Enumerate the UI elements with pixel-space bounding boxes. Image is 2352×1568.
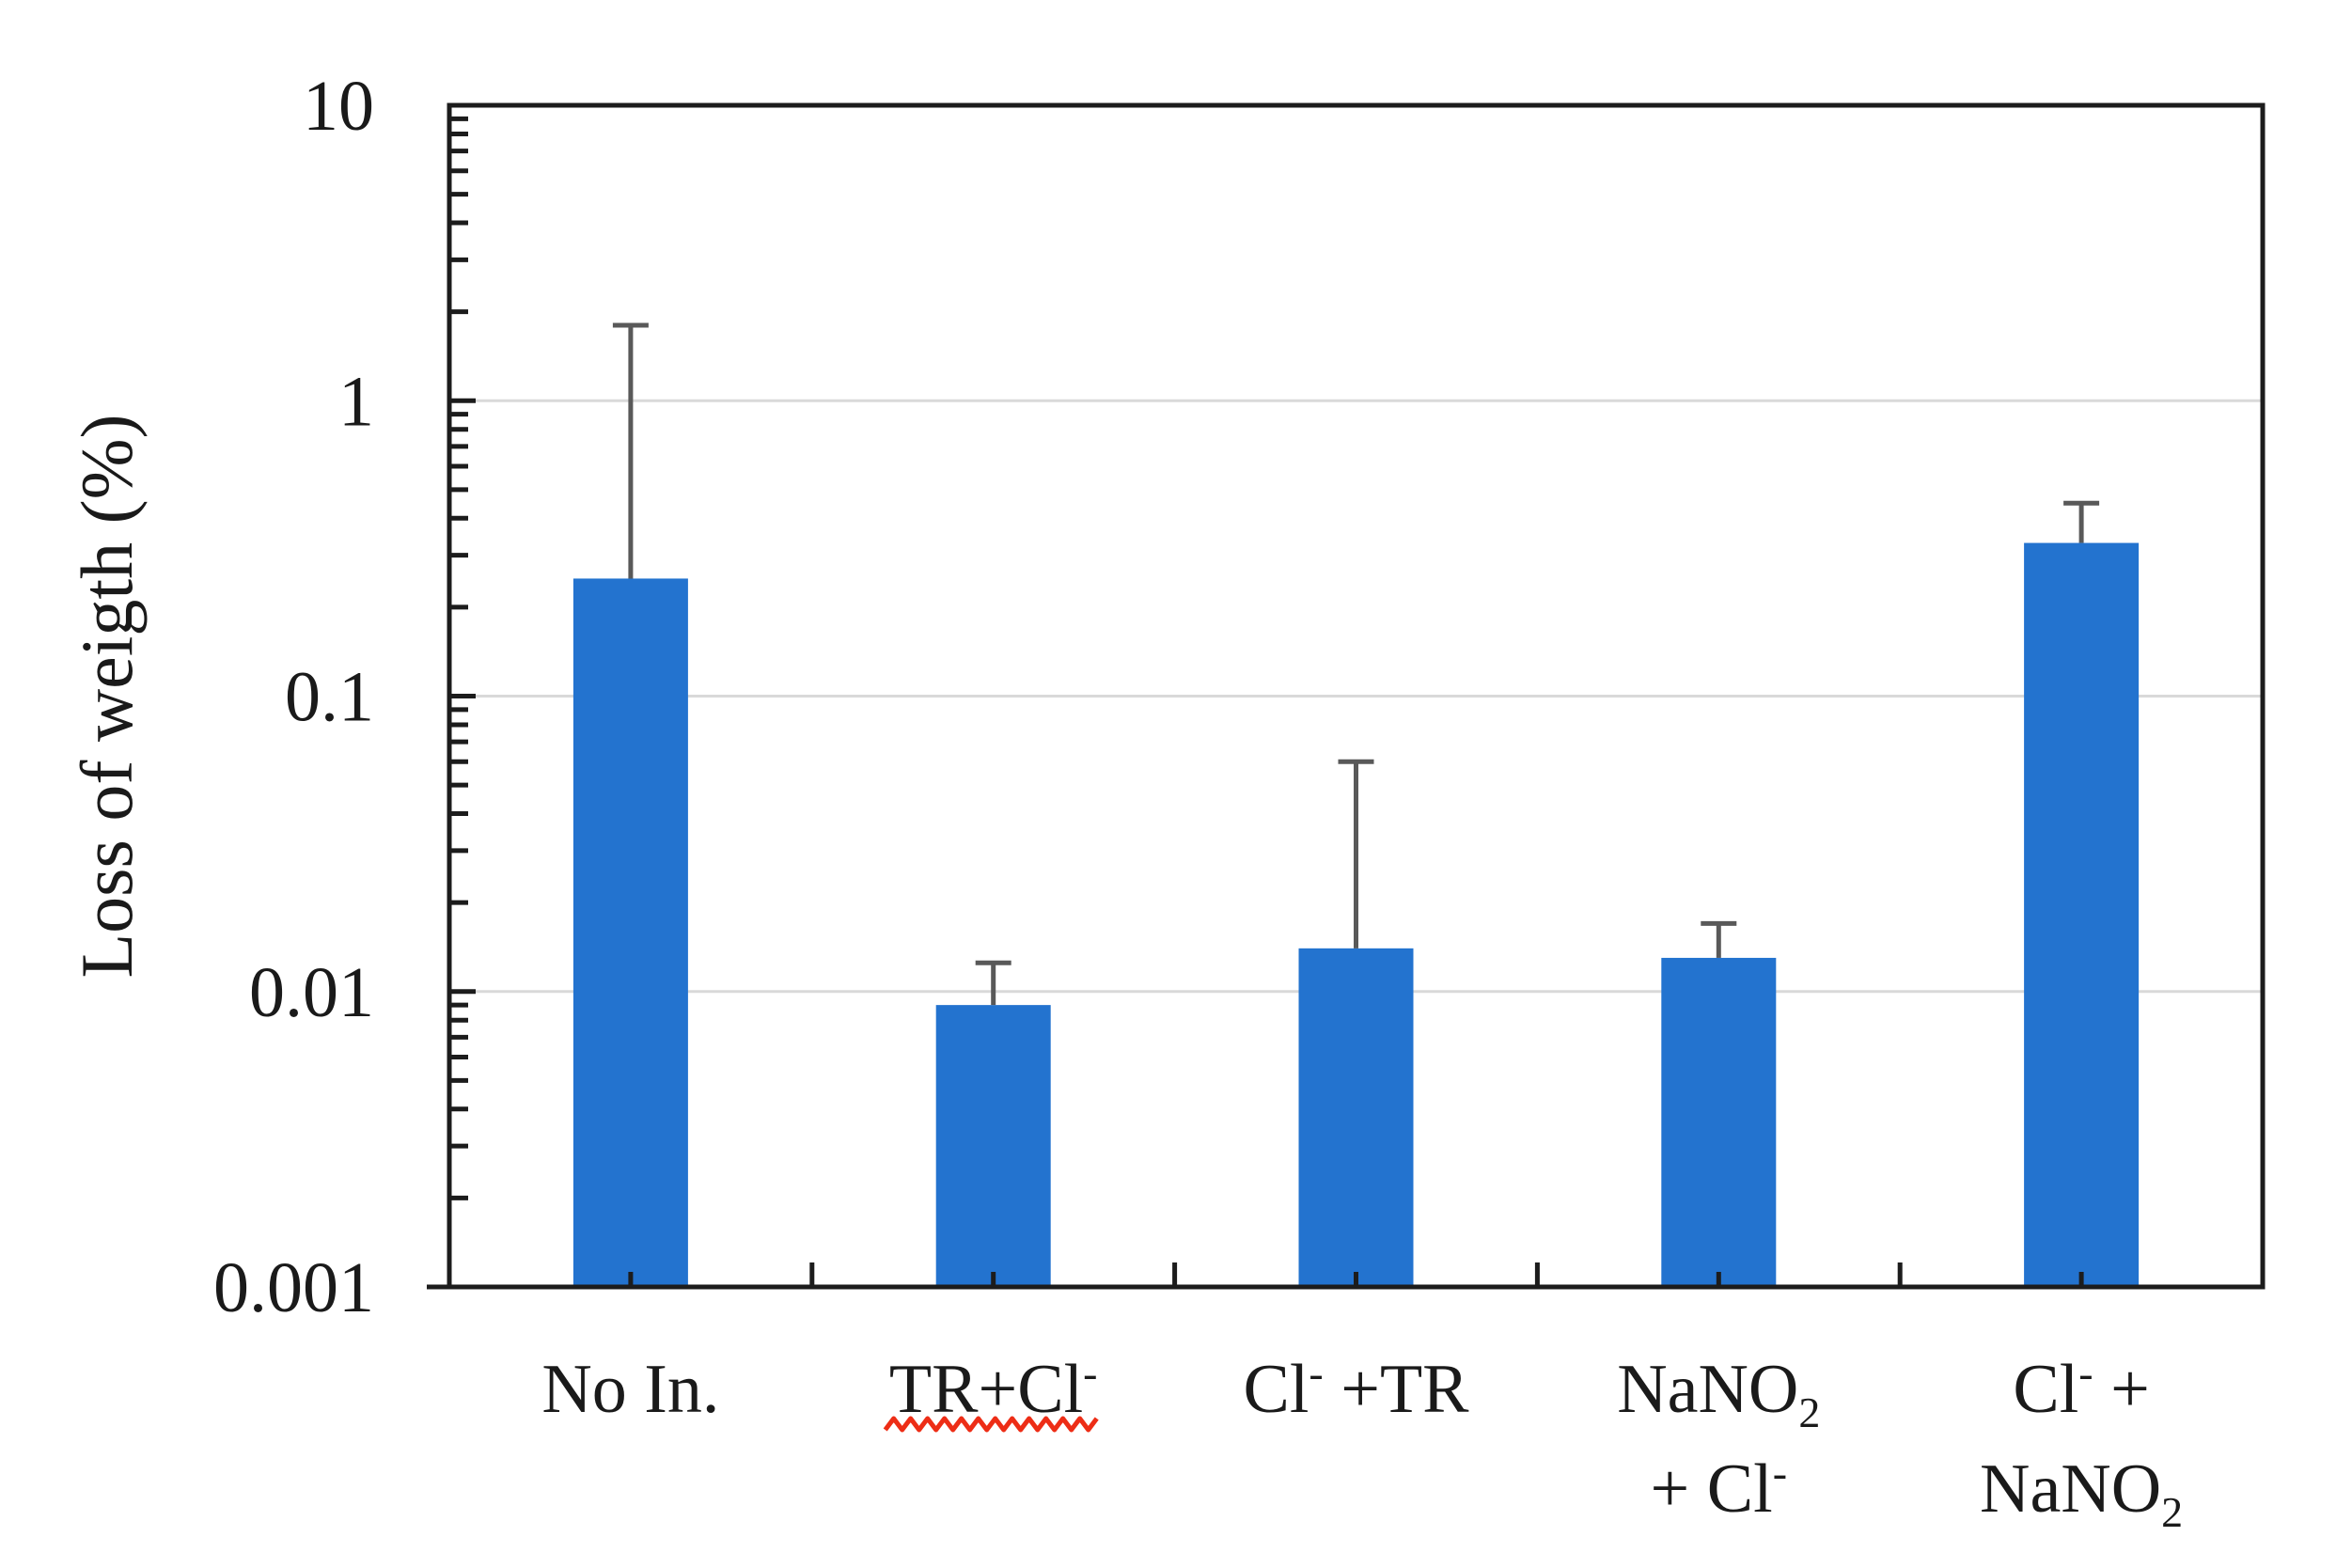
y-tick-label-0-01: 0.01 <box>249 953 374 1032</box>
x-tick-label-cl-tr: Cl- +TR <box>1243 1349 1469 1428</box>
error-bar-tr-cl <box>975 960 1011 1006</box>
bar-tr-cl <box>935 1005 1051 1287</box>
y-tick-label-10: 10 <box>303 67 374 146</box>
y-tick-label-0-001: 0.001 <box>213 1248 374 1327</box>
error-bar-cl-nano2 <box>2063 500 2100 543</box>
x-tick-label-no-in: No In. <box>541 1351 719 1428</box>
x-tick-label-cl-nano2: Cl- + NaNO2 <box>1980 1349 2183 1536</box>
error-bar-nano2-cl <box>1701 920 1737 958</box>
y-tick-label-0-1: 0.1 <box>285 658 374 737</box>
bar-cl-tr <box>1298 948 1414 1287</box>
bar-cl-nano2 <box>2024 542 2140 1287</box>
x-tick-label-tr-cl: TR+Cl- <box>889 1349 1098 1428</box>
y-axis: 10 1 0.1 0.01 0.001 <box>213 67 476 1327</box>
x-axis <box>447 1262 2266 1287</box>
y-axis-title: Loss of weigth (%) <box>66 414 148 978</box>
error-bar-cl-tr <box>1338 759 1374 949</box>
x-tick-label-nano2-cl: NaNO2 + Cl- <box>1617 1351 1820 1528</box>
spellcheck-underline <box>883 1416 1099 1433</box>
bar-nano2-cl <box>1661 957 1777 1287</box>
error-bar-no-in <box>612 322 649 579</box>
bar-no-in <box>572 578 688 1287</box>
y-tick-label-1: 1 <box>338 362 374 441</box>
